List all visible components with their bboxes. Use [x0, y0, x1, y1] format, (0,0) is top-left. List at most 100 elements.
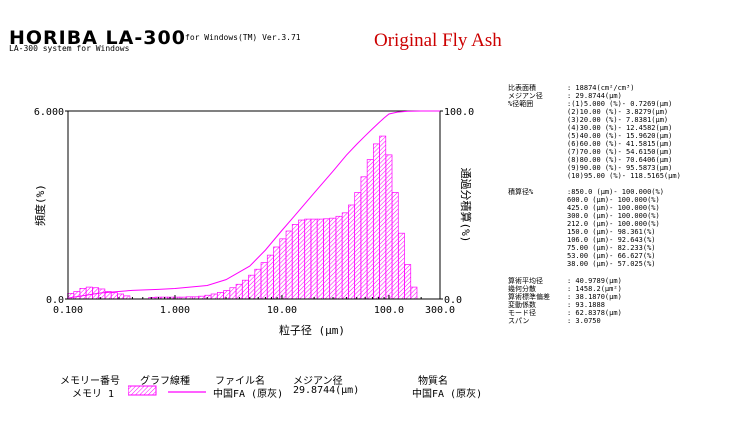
plot-frame	[67, 110, 441, 300]
x-axis-title: 粒子径 (μm)	[279, 323, 345, 337]
histogram-bar	[73, 291, 81, 300]
histogram-bar	[360, 176, 368, 300]
histogram-bar	[210, 293, 218, 300]
legend-line-samples	[128, 385, 206, 396]
histogram-bar	[254, 268, 262, 300]
stat-value: (9)90.00 (%)- 95.5873(μm)	[567, 164, 673, 172]
x-tick-label: 100.0	[374, 305, 404, 316]
stat-value: (10)95.00 (%)- 118.5165(μm)	[567, 172, 681, 180]
stat-label: 変動係数	[508, 301, 536, 309]
histogram-bar	[316, 218, 324, 300]
histogram-bar	[348, 204, 355, 300]
stat-value: 53.00 (μm)- 66.627(%)	[567, 252, 656, 260]
histogram-bar	[341, 212, 349, 300]
y-right-tick-label: 100.0	[444, 107, 474, 118]
histogram-bar	[291, 224, 299, 300]
stat-value: :(1)5.000 (%)- 0.7269(μm)	[567, 100, 673, 108]
y-left-axis-title: 頻度(%)	[33, 184, 47, 226]
stat-label: 比表面積	[508, 84, 536, 92]
stat-value: (3)20.00 (%)- 7.8381(μm)	[567, 116, 669, 124]
stat-value: 75.00 (μm)- 82.233(%)	[567, 244, 656, 252]
histogram-bar	[304, 218, 312, 300]
histogram-bar	[217, 292, 224, 300]
x-tick-label: 10.00	[267, 305, 297, 316]
stat-label: モード径	[508, 309, 536, 317]
histogram-bar	[204, 294, 212, 300]
stat-value: 300.0 (μm)- 100.000(%)	[567, 212, 660, 220]
histogram-bar	[354, 192, 362, 300]
stat-label: スパン	[508, 317, 530, 325]
histogram-bar	[329, 217, 337, 300]
stat-value: (8)80.00 (%)- 70.6406(μm)	[567, 156, 673, 164]
sample-caption: Original Fly Ash	[374, 30, 502, 51]
histogram-bar	[335, 215, 343, 300]
histogram-bar	[323, 218, 330, 300]
stat-value: (4)30.00 (%)- 12.4582(μm)	[567, 124, 673, 132]
histogram-bar	[241, 279, 249, 300]
stat-value: (7)70.00 (%)- 54.6150(μm)	[567, 148, 673, 156]
histogram-bar	[98, 288, 106, 300]
legend-header-material: 物質名	[418, 376, 448, 387]
stat-value: 212.0 (μm)- 100.000(%)	[567, 220, 660, 228]
stat-value: : 1458.2(μm²)	[567, 285, 622, 293]
histogram-bar	[379, 135, 387, 300]
system-subtitle: LA-300 system for Windows	[9, 44, 130, 53]
cumulative-line	[67, 110, 440, 299]
legend-memory-number: メモリ 1	[72, 389, 115, 400]
hatch-sample	[128, 385, 157, 396]
histogram-bar	[79, 288, 87, 300]
stat-value: 425.0 (μm)- 100.000(%)	[567, 204, 660, 212]
histogram-bar	[279, 238, 287, 300]
stat-value: : 29.8744(μm)	[567, 92, 622, 100]
legend-header-memory: メモリー番号	[60, 376, 120, 387]
stat-value: :850.0 (μm)- 100.000(%)	[567, 188, 664, 196]
stat-label: 算術平均径	[508, 277, 543, 285]
histogram-bar	[285, 230, 293, 300]
app-logo: HORIBA LA-300	[9, 27, 186, 49]
stat-value: : 40.9789(μm)	[567, 277, 622, 285]
stat-value: : 93.1888	[567, 301, 605, 309]
stat-value: : 62.8378(μm)	[567, 309, 622, 317]
legend-header-median: メジアン径	[293, 376, 343, 387]
stat-value: (5)40.00 (%)- 15.9620(μm)	[567, 132, 673, 140]
stat-label: %径範囲	[508, 100, 534, 108]
histogram-bars	[67, 135, 418, 300]
stat-value: (6)60.00 (%)- 41.5815(μm)	[567, 140, 673, 148]
legend-file-name: 中国FA (原灰)	[213, 389, 284, 400]
histogram-bar	[117, 293, 124, 300]
stat-value: 600.0 (μm)- 100.000(%)	[567, 196, 660, 204]
histogram-bar	[398, 232, 405, 300]
histogram-bar	[410, 286, 418, 300]
x-axis: 0.100 1.000 10.00 100.0 300.0	[53, 295, 455, 316]
stat-value: 38.00 (μm)- 57.025(%)	[567, 260, 656, 268]
histogram-bar	[229, 287, 237, 300]
x-tick-label: 1.000	[160, 305, 190, 316]
histogram-bar	[310, 218, 318, 300]
y-right-axis-title: 通過分積算(%)	[459, 168, 473, 243]
histogram-bar	[385, 154, 393, 300]
stat-value: 106.0 (μm)- 92.643(%)	[567, 236, 656, 244]
histogram-bar	[266, 254, 274, 300]
histogram-bar	[391, 192, 399, 300]
histogram-bar	[298, 219, 306, 300]
histogram-bar	[273, 246, 281, 300]
stat-label: 幾何分散	[508, 285, 536, 293]
y-left-tick-label: 0.0	[46, 295, 64, 306]
legend-header-graph-type: グラフ線種	[140, 376, 190, 387]
stat-label: 積算径%	[508, 188, 534, 196]
y-left-tick-label: 6.000	[34, 107, 64, 118]
legend-material: 中国FA (原灰)	[412, 389, 483, 400]
stat-value: : 3.0750	[567, 317, 601, 325]
histogram-bar	[260, 262, 268, 300]
histogram-bar	[110, 292, 118, 300]
stat-value: : 38.1870(μm)	[567, 293, 622, 301]
histogram-bar	[373, 143, 380, 300]
stat-value: : 18874(cm²/cm³)	[567, 84, 635, 92]
histogram-bar	[223, 290, 231, 300]
stat-label: 算術標準偏差	[508, 293, 550, 301]
stat-value: 150.0 (μm)- 98.361(%)	[567, 228, 656, 236]
x-tick-label: 0.100	[53, 305, 83, 316]
histogram-bar	[85, 286, 93, 300]
stat-label: メジアン径	[508, 92, 543, 100]
